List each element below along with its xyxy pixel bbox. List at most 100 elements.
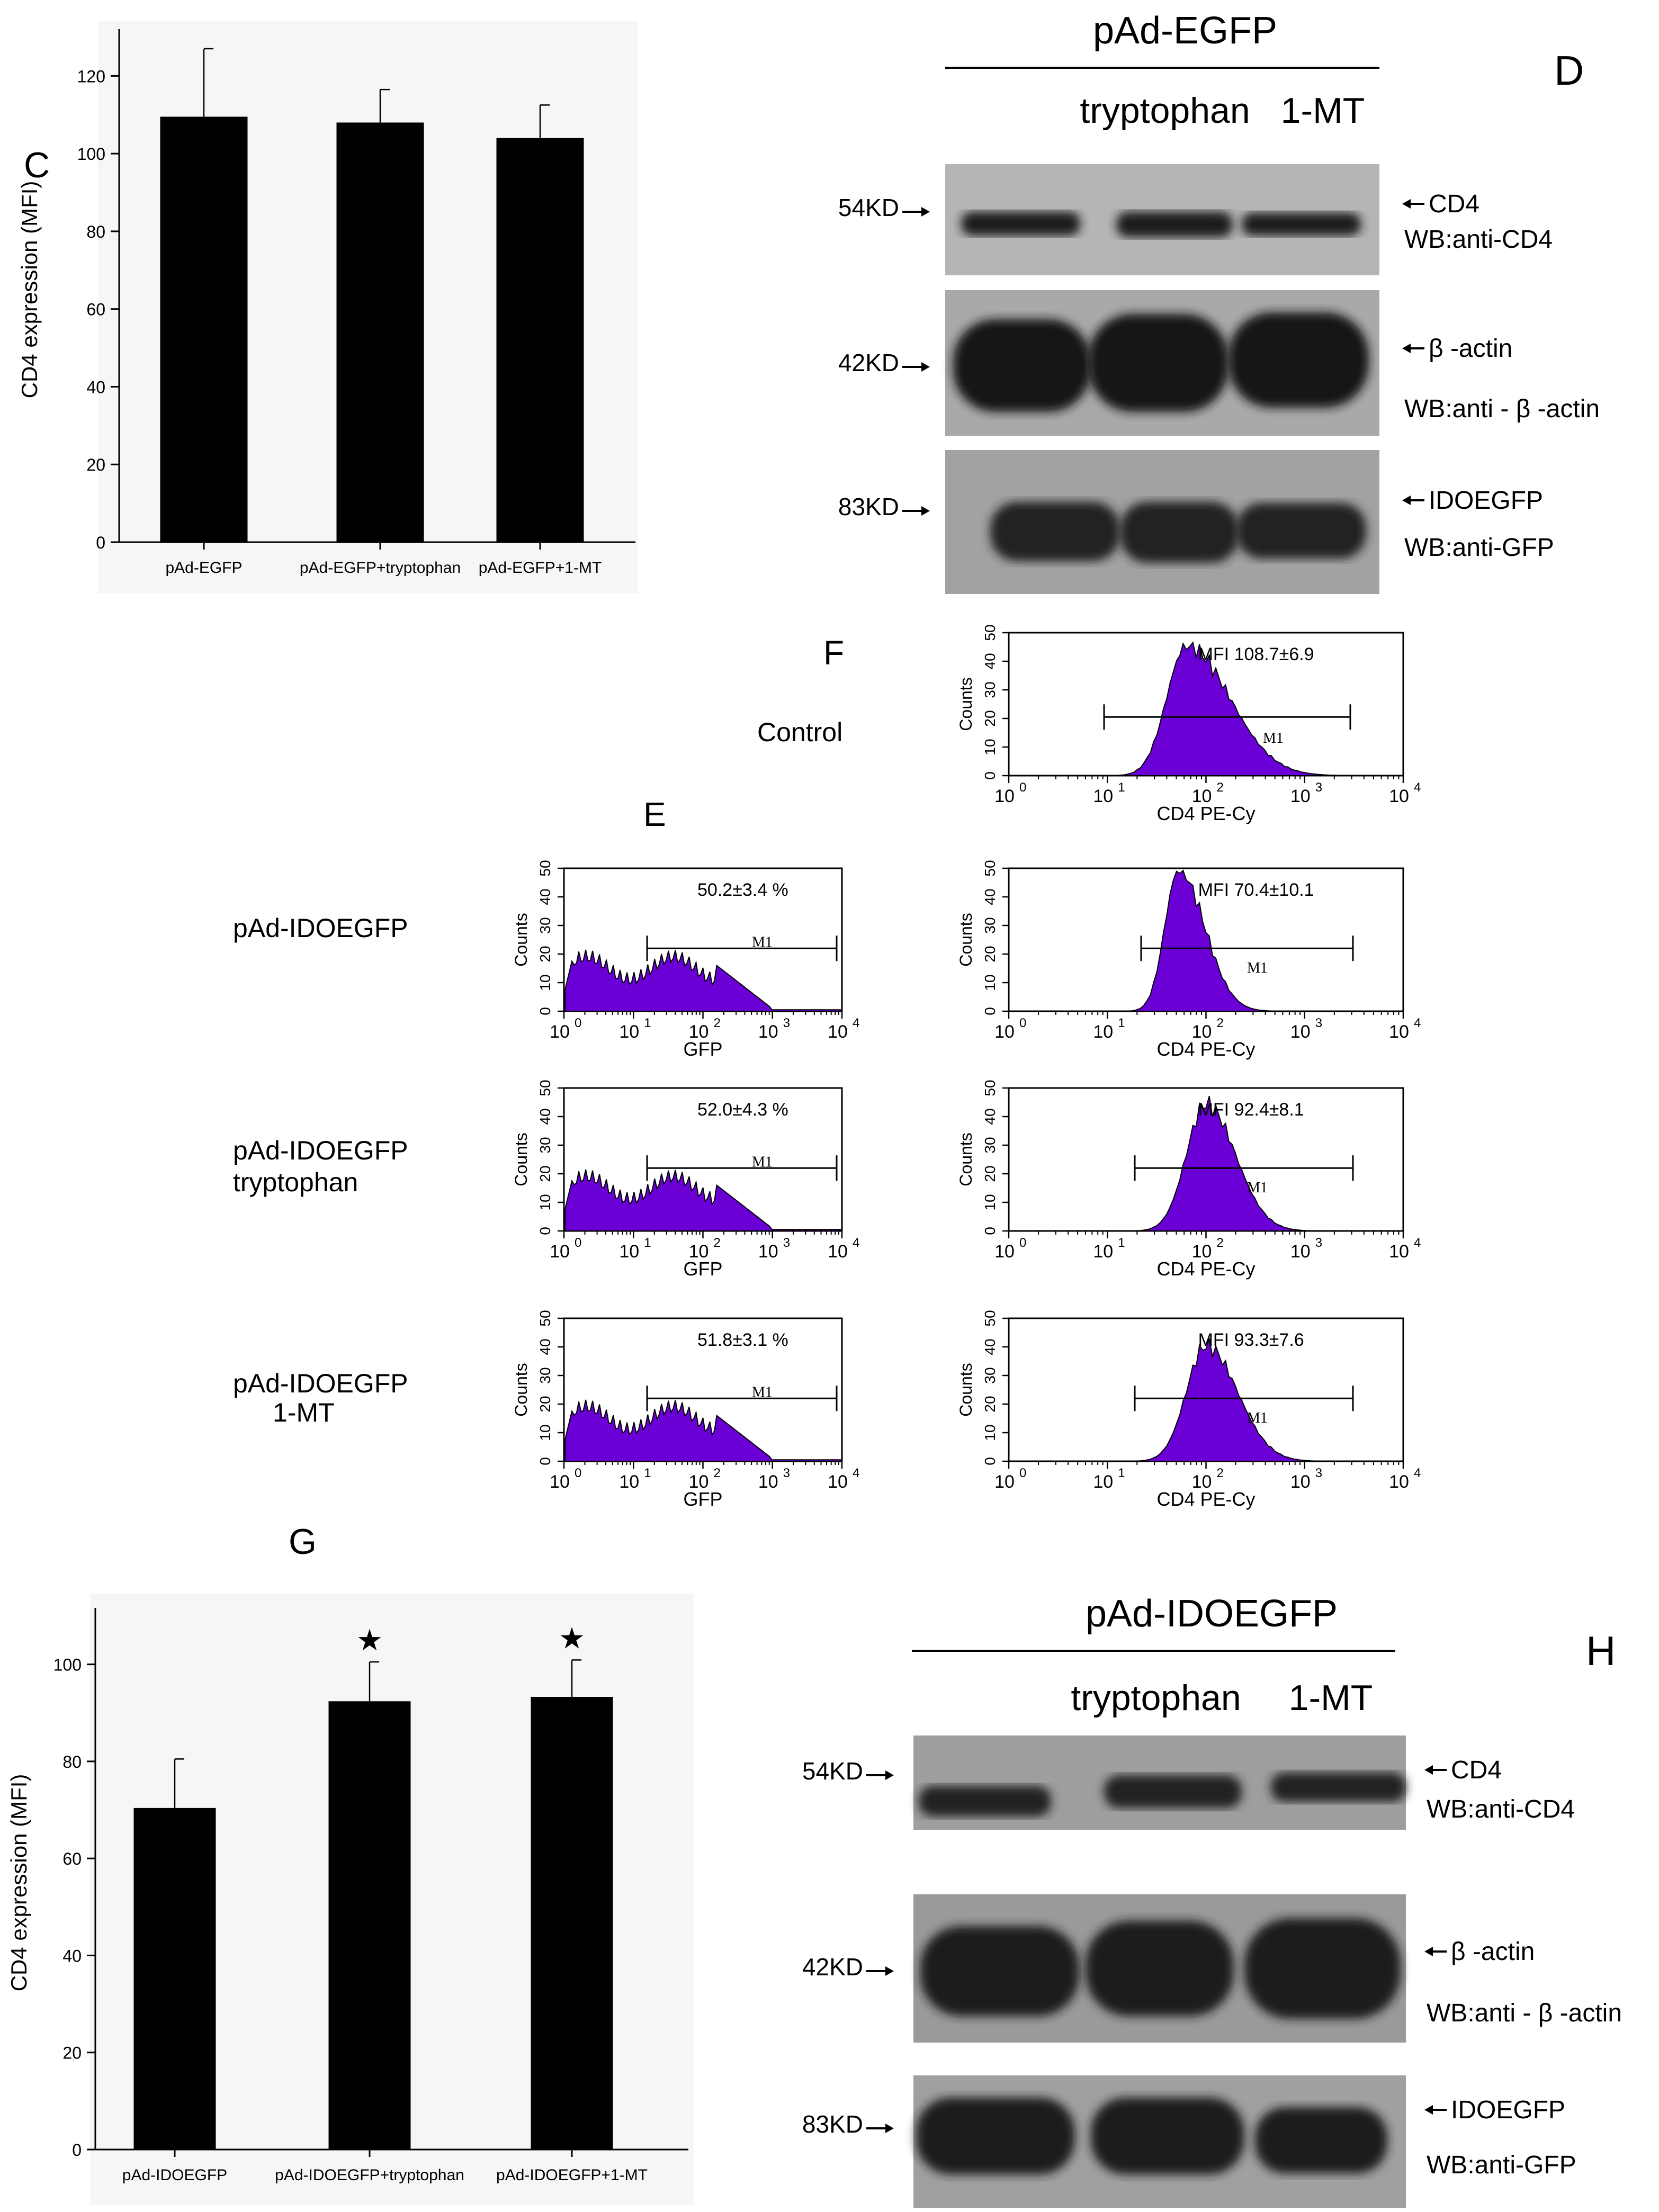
x-tick-exponent: 2 — [1217, 1466, 1224, 1480]
x-tick-exponent: 4 — [1414, 780, 1421, 795]
gate-label: M1 — [1247, 960, 1268, 976]
significance-star: ★ — [559, 1621, 585, 1654]
y-tick-label: 0 — [982, 1457, 998, 1465]
y-tick-label: 50 — [982, 624, 998, 641]
blot-d-lane-1mt: 1-MT — [1281, 91, 1365, 131]
x-tick-exponent: 0 — [575, 1466, 581, 1480]
y-tick-label: 30 — [982, 917, 998, 933]
blot-antibody-label: WB:anti-GFP — [1404, 534, 1554, 562]
y-tick-label: 20 — [982, 710, 998, 726]
y-tick-label: 20 — [86, 455, 105, 474]
x-tick-base: 10 — [1192, 1022, 1212, 1042]
histogram-fill — [564, 949, 841, 1012]
y-tick-label: 0 — [537, 1227, 553, 1235]
protein-band — [961, 212, 1080, 236]
protein-band — [1120, 502, 1239, 563]
x-tick-base: 10 — [1290, 1242, 1311, 1262]
histogram-statistic: 52.0±4.3 % — [697, 1100, 788, 1120]
y-tick-label: 0 — [537, 1007, 553, 1015]
x-tick-base: 10 — [1389, 1472, 1409, 1492]
x-tick-base: 10 — [1192, 1472, 1212, 1492]
target-arrowhead — [1402, 344, 1411, 353]
y-tick-label: 120 — [77, 67, 105, 86]
y-tick-label: 30 — [537, 1137, 553, 1153]
y-tick-label: 10 — [537, 1424, 553, 1441]
x-tick-exponent: 3 — [783, 1236, 790, 1250]
gate-label: M1 — [1263, 730, 1284, 747]
x-tick-exponent: 1 — [1118, 1466, 1125, 1480]
blot-antibody-label: WB:anti - β -actin — [1404, 395, 1600, 423]
y-tick-label: 40 — [537, 1338, 553, 1355]
x-tick-base: 10 — [1093, 1242, 1113, 1262]
x-tick-base: 10 — [1093, 786, 1113, 806]
protein-band — [1116, 212, 1233, 237]
x-tick-base: 10 — [689, 1022, 709, 1042]
x-axis-label: CD4 PE-Cy — [1156, 803, 1255, 824]
significance-star: ★ — [356, 1623, 383, 1657]
x-tick-exponent: 4 — [1414, 1466, 1421, 1480]
protein-band — [919, 1786, 1051, 1817]
x-axis-label: GFP — [683, 1038, 722, 1060]
protein-band — [1228, 312, 1369, 408]
y-tick-label: 80 — [62, 1752, 82, 1772]
x-tick-exponent: 2 — [1217, 1016, 1224, 1030]
x-tick-exponent: 2 — [714, 1016, 721, 1030]
x-tick-base: 10 — [1093, 1472, 1113, 1492]
x-tick-base: 10 — [828, 1242, 848, 1262]
y-axis-label: Counts — [956, 1363, 975, 1416]
x-tick-base: 10 — [550, 1022, 570, 1042]
y-tick-label: 40 — [982, 1338, 998, 1355]
x-tick-exponent: 1 — [1118, 1016, 1125, 1030]
x-tick-exponent: 3 — [783, 1466, 790, 1480]
target-arrowhead — [1424, 1947, 1433, 1956]
marker-arrowhead — [921, 506, 930, 516]
molecular-weight-label: 83KD — [802, 2110, 863, 2138]
x-tick-exponent: 2 — [1217, 780, 1224, 795]
blot-target-label: β -actin — [1429, 335, 1512, 363]
histogram-fill — [1010, 1096, 1402, 1231]
gate-label: M1 — [1247, 1180, 1268, 1196]
x-tick-exponent: 4 — [853, 1016, 859, 1030]
histogram-fill — [1010, 641, 1402, 776]
x-tick-exponent: 4 — [853, 1466, 859, 1480]
x-tick-base: 10 — [689, 1242, 709, 1262]
x-tick-base: 10 — [1389, 1242, 1409, 1262]
protein-band — [1236, 503, 1366, 559]
y-tick-label: 40 — [982, 1108, 998, 1125]
protein-band — [953, 319, 1091, 412]
molecular-weight-label: 42KD — [802, 1953, 863, 1981]
histogram-statistic: 50.2±3.4 % — [697, 880, 788, 900]
panel-letter-d: D — [1554, 47, 1584, 94]
x-tick-base: 10 — [994, 1022, 1015, 1042]
histogram-fill — [564, 1399, 841, 1462]
protein-band — [1242, 213, 1361, 236]
panel-letter-e: E — [643, 795, 666, 833]
bar-chart-g: 0 20 40 60 80 100 CD4 expression (MFI) pAd-IDOE… — [6, 1594, 694, 2205]
row-label-2-line-1: pAd-IDOEGFP — [233, 1136, 408, 1165]
x-tick-base: 10 — [828, 1022, 848, 1042]
blot-antibody-label: WB:anti-CD4 — [1404, 226, 1553, 254]
x-tick-base: 10 — [619, 1472, 639, 1492]
y-tick-label: 10 — [537, 974, 553, 991]
bar — [336, 122, 424, 542]
x-tick-base: 10 — [1093, 1022, 1113, 1042]
histogram-statistic: MFI 70.4±10.1 — [1198, 880, 1314, 900]
protein-band — [1255, 2107, 1387, 2173]
x-tick-exponent: 0 — [1019, 1236, 1026, 1250]
y-tick-label: 50 — [537, 860, 553, 876]
x-tick-base: 10 — [758, 1242, 778, 1262]
x-tick-base: 10 — [550, 1242, 570, 1262]
y-tick-label: 40 — [537, 1108, 553, 1125]
y-axis-label: CD4 expression (MFI) — [17, 181, 42, 399]
x-tick-exponent: 2 — [1217, 1236, 1224, 1250]
x-axis-label: GFP — [683, 1488, 722, 1510]
blot-target-label: IDOEGFP — [1429, 487, 1543, 515]
x-tick-base: 10 — [1192, 786, 1212, 806]
x-tick-base: 10 — [1389, 786, 1409, 806]
y-tick-label: 0 — [982, 1227, 998, 1235]
histogram-statistic: MFI 93.3±7.6 — [1198, 1330, 1304, 1350]
x-tick-base: 10 — [550, 1472, 570, 1492]
x-tick-base: 10 — [828, 1472, 848, 1492]
x-tick-base: 10 — [1290, 786, 1311, 806]
y-tick-label: 20 — [537, 1165, 553, 1182]
